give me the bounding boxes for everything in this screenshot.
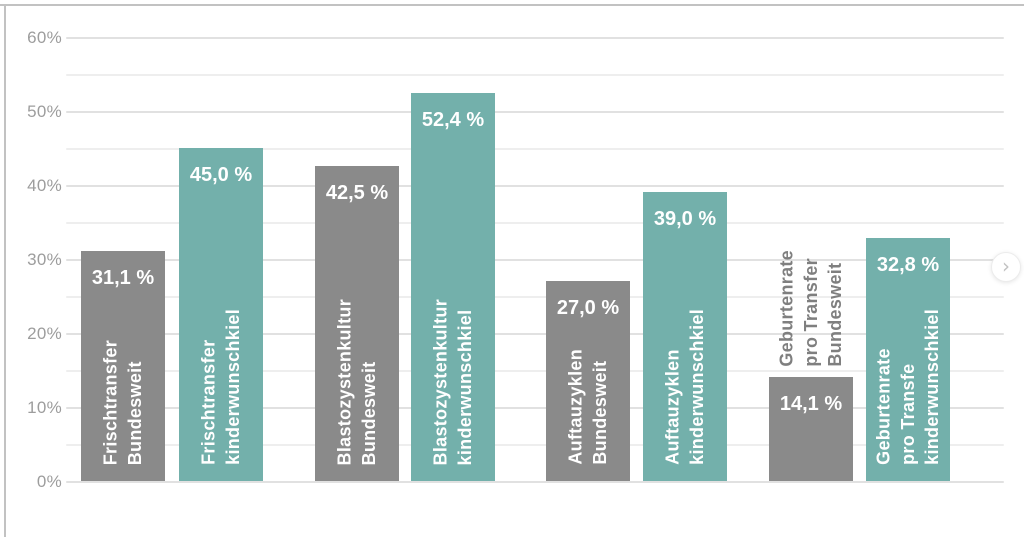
y-axis-tick-label: 40% <box>27 176 62 195</box>
y-axis-tick-label: 50% <box>27 102 62 121</box>
bar-kinderwunschkiel: 39,0 % Auftauzyklen kinderwunschkiel <box>643 192 727 481</box>
chevron-right-icon: › <box>1002 254 1010 278</box>
card-left-border <box>4 4 6 537</box>
gridline-major <box>66 259 1004 261</box>
y-axis-tick-label: 20% <box>27 324 62 343</box>
y-axis-tick-label: 60% <box>27 28 62 47</box>
gridline-major <box>66 333 1004 335</box>
bar-value-label: 14,1 % <box>779 393 843 415</box>
bar-bundesweit: 14,1 % <box>769 377 853 481</box>
gridline-minor <box>66 148 1004 150</box>
y-axis-tick-label: 0% <box>36 472 62 491</box>
gridline-major <box>66 111 1004 113</box>
bar-value-label: 42,5 % <box>325 182 389 204</box>
bar-bundesweit: 31,1 % Frischtransfer Bundesweit <box>81 251 165 481</box>
bar-category-label: Geburtenrate pro Transfe kinderwunschkie… <box>873 309 943 465</box>
bar-category-label: Auftauzyklen kinderwunschkiel <box>662 309 707 465</box>
bar-category-label: Auftauzyklen Bundesweit <box>565 349 610 465</box>
bar-value-label: 52,4 % <box>421 109 485 131</box>
bar-bundesweit: 42,5 % Blastozystenkultur Bundesweit <box>315 166 399 481</box>
y-axis-tick-label: 10% <box>27 398 62 417</box>
gridline-minor <box>66 74 1004 76</box>
gridline-minor <box>66 296 1004 298</box>
bar-category-label: Blastozystenkultur kinderwunschkiel <box>430 298 475 465</box>
gridline-major <box>66 481 1004 483</box>
gridline-minor <box>66 444 1004 446</box>
bar-bundesweit: 27,0 % Auftauzyklen Bundesweit <box>546 281 630 481</box>
gridline-major <box>66 407 1004 409</box>
bar-value-label: 31,1 % <box>91 267 155 289</box>
gridline-minor <box>66 222 1004 224</box>
bar-category-label: Frischtransfer kinderwunschkiel <box>198 309 243 465</box>
bar-kinderwunschkiel: 32,8 % Geburtenrate pro Transfe kinderwun… <box>866 238 950 481</box>
bar-value-label: 27,0 % <box>556 297 620 319</box>
bar-kinderwunschkiel: 45,0 % Frischtransfer kinderwunschkiel <box>179 148 263 481</box>
gridline-major <box>66 185 1004 187</box>
bar-category-label: Frischtransfer Bundesweit <box>100 339 145 465</box>
bar-category-label: Blastozystenkultur Bundesweit <box>334 298 379 465</box>
gridline-minor <box>66 370 1004 372</box>
gridline-major <box>66 37 1004 39</box>
card-top-border <box>0 4 1024 6</box>
y-axis-tick-label: 30% <box>27 250 62 269</box>
bar-value-label: 32,8 % <box>876 254 940 276</box>
bar-category-label: Geburtenrate pro Transfer Bundesweit <box>776 250 846 367</box>
bar-kinderwunschkiel: 52,4 % Blastozystenkultur kinderwunschkie… <box>411 93 495 481</box>
bar-value-label: 39,0 % <box>653 208 717 230</box>
bar-value-label: 45,0 % <box>189 164 253 186</box>
carousel-next-button[interactable]: › <box>991 252 1021 282</box>
